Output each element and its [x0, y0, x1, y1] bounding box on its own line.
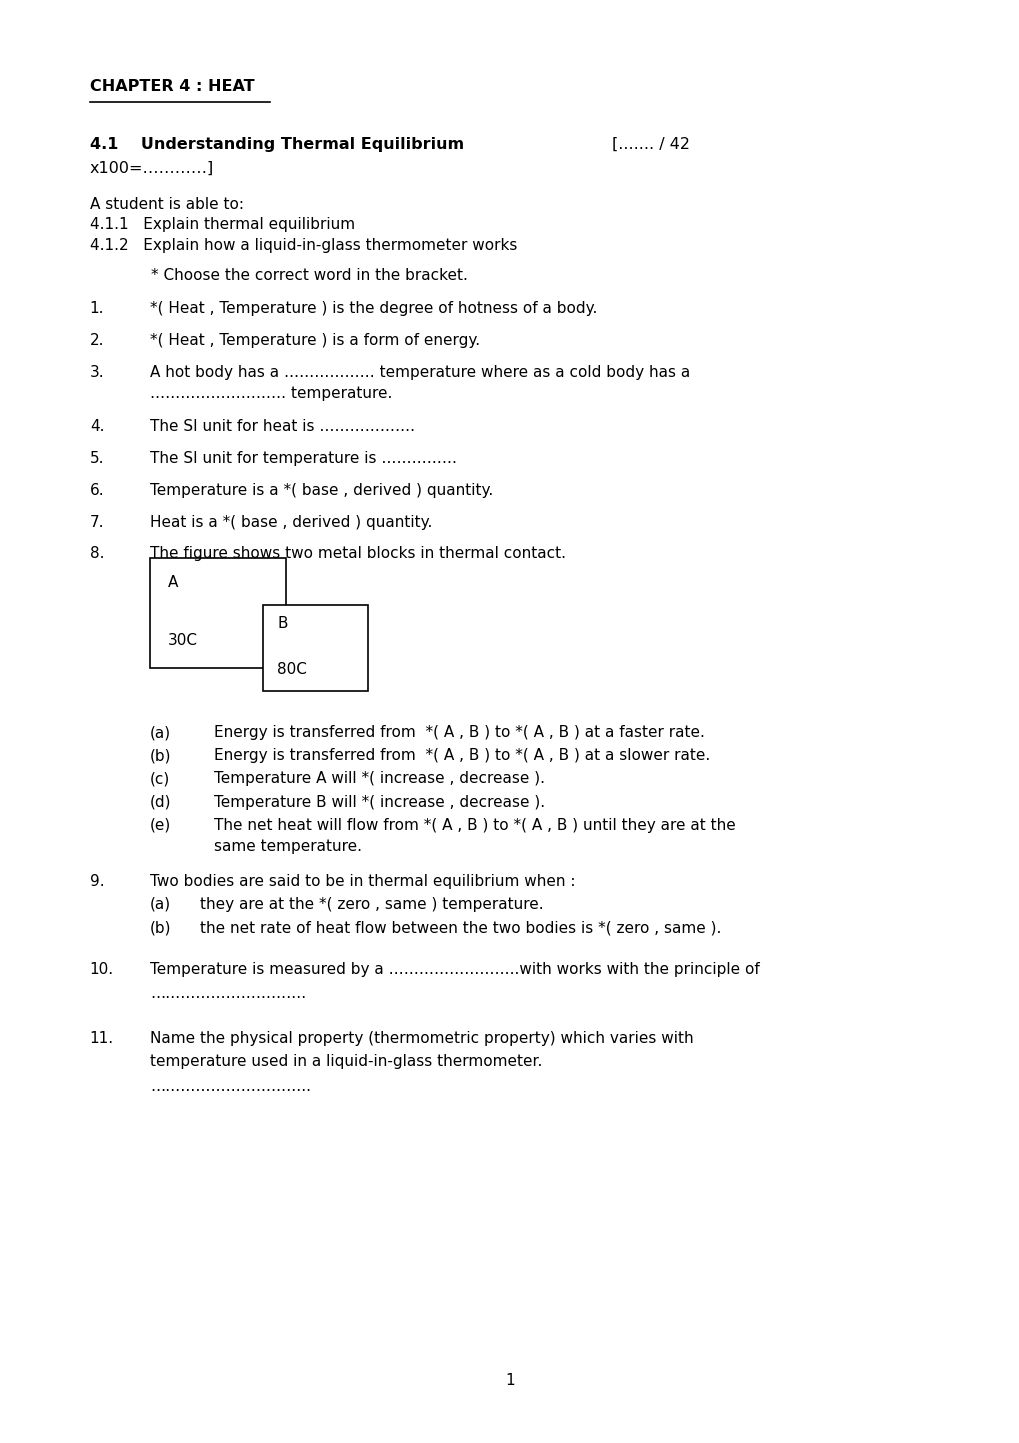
Text: Energy is transferred from  *( A , B ) to *( A , B ) at a faster rate.: Energy is transferred from *( A , B ) to… — [214, 726, 704, 740]
Text: Temperature is a *( base , derived ) quantity.: Temperature is a *( base , derived ) qua… — [150, 483, 493, 498]
Text: (a): (a) — [150, 726, 171, 740]
Text: 10.: 10. — [90, 962, 114, 977]
Text: CHAPTER 4 : HEAT: CHAPTER 4 : HEAT — [90, 79, 254, 94]
Text: *( Heat , Temperature ) is a form of energy.: *( Heat , Temperature ) is a form of ene… — [150, 333, 480, 348]
Text: 1.: 1. — [90, 302, 104, 316]
Text: 6.: 6. — [90, 483, 104, 498]
Text: *( Heat , Temperature ) is the degree of hotness of a body.: *( Heat , Temperature ) is the degree of… — [150, 302, 597, 316]
Text: the net rate of heat flow between the two bodies is *( zero , same ).: the net rate of heat flow between the tw… — [200, 921, 720, 935]
Text: same temperature.: same temperature. — [214, 840, 362, 854]
Text: Energy is transferred from  *( A , B ) to *( A , B ) at a slower rate.: Energy is transferred from *( A , B ) to… — [214, 749, 710, 763]
Text: Temperature B will *( increase , decrease ).: Temperature B will *( increase , decreas… — [214, 795, 545, 810]
Bar — [150, 558, 285, 668]
Text: 5.: 5. — [90, 452, 104, 466]
Text: Temperature A will *( increase , decrease ).: Temperature A will *( increase , decreas… — [214, 772, 545, 786]
Text: Two bodies are said to be in thermal equilibrium when :: Two bodies are said to be in thermal equ… — [150, 874, 575, 889]
Text: B: B — [277, 616, 287, 631]
Text: The SI unit for temperature is ……………: The SI unit for temperature is …………… — [150, 452, 457, 466]
Text: (e): (e) — [150, 818, 171, 833]
Text: they are at the *( zero , same ) temperature.: they are at the *( zero , same ) tempera… — [200, 898, 543, 912]
Text: A: A — [168, 576, 178, 590]
Text: x100=…………]: x100=…………] — [90, 162, 214, 176]
Text: 1: 1 — [504, 1374, 515, 1388]
Text: Heat is a *( base , derived ) quantity.: Heat is a *( base , derived ) quantity. — [150, 515, 432, 530]
Text: (c): (c) — [150, 772, 170, 786]
Text: * Choose the correct word in the bracket.: * Choose the correct word in the bracket… — [151, 268, 468, 283]
Text: 30C: 30C — [168, 633, 198, 648]
Bar — [263, 605, 368, 691]
Text: 4.1.2   Explain how a liquid-in-glass thermometer works: 4.1.2 Explain how a liquid-in-glass ther… — [90, 238, 517, 253]
Text: The net heat will flow from *( A , B ) to *( A , B ) until they are at the: The net heat will flow from *( A , B ) t… — [214, 818, 736, 833]
Text: 4.1    Understanding Thermal Equilibrium: 4.1 Understanding Thermal Equilibrium — [90, 137, 464, 152]
Text: Name the physical property (thermometric property) which varies with: Name the physical property (thermometric… — [150, 1032, 693, 1046]
Text: The SI unit for heat is ……………….: The SI unit for heat is ………………. — [150, 420, 415, 434]
Text: A hot body has a ……………… temperature where as a cold body has a: A hot body has a ……………… temperature wher… — [150, 365, 690, 380]
Text: (d): (d) — [150, 795, 171, 810]
Text: (a): (a) — [150, 898, 171, 912]
Text: 2.: 2. — [90, 333, 104, 348]
Text: Temperature is measured by a ……………………..with works with the principle of: Temperature is measured by a ……………………..w… — [150, 962, 759, 977]
Text: 8.: 8. — [90, 547, 104, 561]
Text: 4.: 4. — [90, 420, 104, 434]
Text: ………………………….: …………………………. — [150, 987, 306, 1001]
Text: 11.: 11. — [90, 1032, 114, 1046]
Text: (b): (b) — [150, 749, 171, 763]
Text: 7.: 7. — [90, 515, 104, 530]
Text: The figure shows two metal blocks in thermal contact.: The figure shows two metal blocks in the… — [150, 547, 566, 561]
Text: (b): (b) — [150, 921, 171, 935]
Text: 4.1.1   Explain thermal equilibrium: 4.1.1 Explain thermal equilibrium — [90, 218, 355, 232]
Text: 3.: 3. — [90, 365, 104, 380]
Text: …………………………..: ………………………….. — [150, 1079, 311, 1094]
Text: A student is able to:: A student is able to: — [90, 198, 244, 212]
Text: ……………………… temperature.: ……………………… temperature. — [150, 387, 392, 401]
Text: 80C: 80C — [277, 662, 307, 677]
Text: temperature used in a liquid-in-glass thermometer.: temperature used in a liquid-in-glass th… — [150, 1055, 542, 1069]
Text: [....... / 42: [....... / 42 — [611, 137, 689, 152]
Text: 9.: 9. — [90, 874, 104, 889]
